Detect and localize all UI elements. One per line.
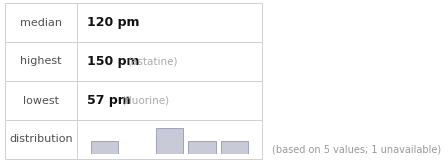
Text: median: median bbox=[20, 17, 62, 28]
Text: 150 pm: 150 pm bbox=[87, 55, 139, 68]
Bar bbox=[156, 128, 183, 154]
Text: 120 pm: 120 pm bbox=[87, 16, 139, 29]
Text: (astatine): (astatine) bbox=[127, 57, 177, 66]
Text: distribution: distribution bbox=[9, 134, 73, 145]
Bar bbox=[188, 141, 216, 154]
Text: (based on 5 values; 1 unavailable): (based on 5 values; 1 unavailable) bbox=[272, 144, 441, 154]
Text: 57 pm: 57 pm bbox=[87, 94, 131, 107]
Bar bbox=[221, 141, 248, 154]
Text: lowest: lowest bbox=[23, 96, 59, 105]
Text: (fluorine): (fluorine) bbox=[121, 96, 169, 105]
Bar bbox=[5, 3, 262, 159]
Bar bbox=[90, 141, 118, 154]
Text: highest: highest bbox=[20, 57, 62, 66]
